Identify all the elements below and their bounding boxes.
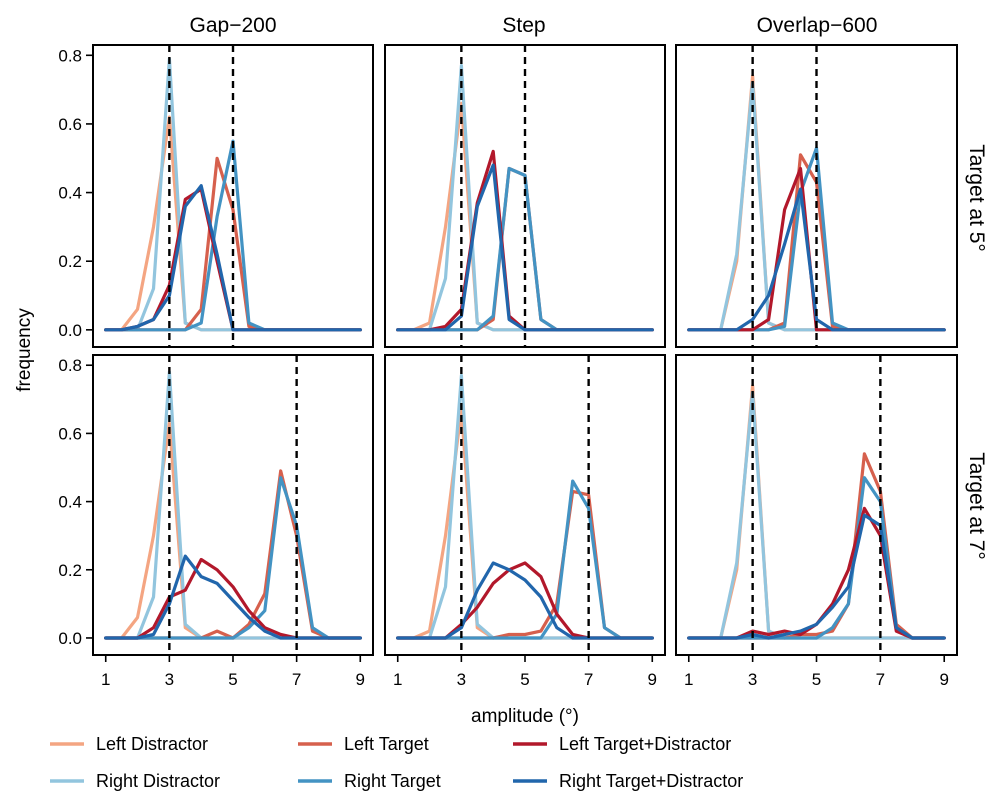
column-title-gap-200: Gap−200 xyxy=(190,14,277,37)
series-line-right-target-plus-distractor xyxy=(687,513,946,640)
y-tick-label: 0.0 xyxy=(58,321,82,340)
panel-r0-c2 xyxy=(675,44,958,348)
legend-item-left-target-plus-distractor: Left Target+Distractor xyxy=(513,734,731,754)
panel-r1-c0: 0.0 0.2 0.4 0.6 0.8 1 3 5 7 9 xyxy=(58,354,374,689)
x-axis-title: amplitude (°) xyxy=(471,706,579,727)
legend-label: Left Distractor xyxy=(96,734,208,754)
row-title-target-at-7: Target at 7° xyxy=(965,452,988,560)
x-tick-label: 1 xyxy=(684,670,693,689)
x-tick-label: 3 xyxy=(165,670,174,689)
x-tick-label: 3 xyxy=(748,670,757,689)
y-tick-label: 0.6 xyxy=(58,115,82,134)
y-tick-label: 0.8 xyxy=(58,46,82,65)
y-tick-label: 0.2 xyxy=(58,561,82,580)
panel-r0-c1 xyxy=(384,44,666,348)
legend: Left Distractor Left Target Left Target+Di… xyxy=(50,734,743,791)
x-tick-label: 1 xyxy=(101,670,110,689)
panel-r0-c0: 0.0 0.2 0.4 0.6 0.8 xyxy=(58,44,374,348)
y-tick-label: 0.2 xyxy=(58,252,82,271)
x-tick-label: 7 xyxy=(292,670,301,689)
legend-label: Right Target+Distractor xyxy=(559,771,743,791)
panel-frame xyxy=(675,44,958,348)
x-tick-label: 9 xyxy=(648,670,657,689)
row-title-target-at-5: Target at 5° xyxy=(965,144,988,252)
x-tick-label: 5 xyxy=(520,670,529,689)
series-line-right-target-plus-distractor xyxy=(396,163,654,332)
y-tick-label: 0.0 xyxy=(58,629,82,648)
column-title-step: Step xyxy=(502,14,545,37)
legend-item-right-target-plus-distractor: Right Target+Distractor xyxy=(513,771,743,791)
legend-item-left-distractor: Left Distractor xyxy=(50,734,208,754)
panel-r1-c2: 1 3 5 7 9 xyxy=(675,354,958,689)
x-tick-label: 3 xyxy=(457,670,466,689)
x-tick-label: 7 xyxy=(584,670,593,689)
y-tick-label: 0.4 xyxy=(58,493,82,512)
y-tick-label: 0.8 xyxy=(58,356,82,375)
legend-item-left-target: Left Target xyxy=(298,734,429,754)
legend-item-right-target: Right Target xyxy=(298,771,441,791)
series-line-right-target-plus-distractor xyxy=(687,187,946,332)
y-tick-label: 0.6 xyxy=(58,424,82,443)
x-tick-label: 9 xyxy=(939,670,948,689)
series-line-right-target-plus-distractor xyxy=(104,554,362,640)
y-tick-label: 0.4 xyxy=(58,184,82,203)
column-title-overlap-600: Overlap−600 xyxy=(757,14,878,37)
series-line-right-target-plus-distractor xyxy=(104,184,362,332)
panel-frame xyxy=(92,44,374,348)
legend-item-right-distractor: Right Distractor xyxy=(50,771,220,791)
legend-label: Left Target+Distractor xyxy=(559,734,731,754)
x-tick-label: 5 xyxy=(812,670,821,689)
legend-label: Left Target xyxy=(344,734,429,754)
x-tick-label: 1 xyxy=(393,670,402,689)
x-tick-label: 7 xyxy=(876,670,885,689)
series-line-right-target-plus-distractor xyxy=(396,561,654,640)
x-tick-label: 5 xyxy=(228,670,237,689)
series-line-right-target xyxy=(104,476,362,640)
panels: 0.0 0.2 0.4 0.6 0.8 0.0 0.2 0.4 0.6 0.8 1 3 5 7 9 1 3 5 7 9… xyxy=(58,44,958,689)
x-tick-label: 9 xyxy=(356,670,365,689)
panel-frame xyxy=(384,44,666,348)
legend-label: Right Target xyxy=(344,771,441,791)
y-axis-title: frequency xyxy=(14,308,35,392)
panel-r1-c1: 1 3 5 7 9 xyxy=(384,354,666,689)
legend-label: Right Distractor xyxy=(96,771,220,791)
